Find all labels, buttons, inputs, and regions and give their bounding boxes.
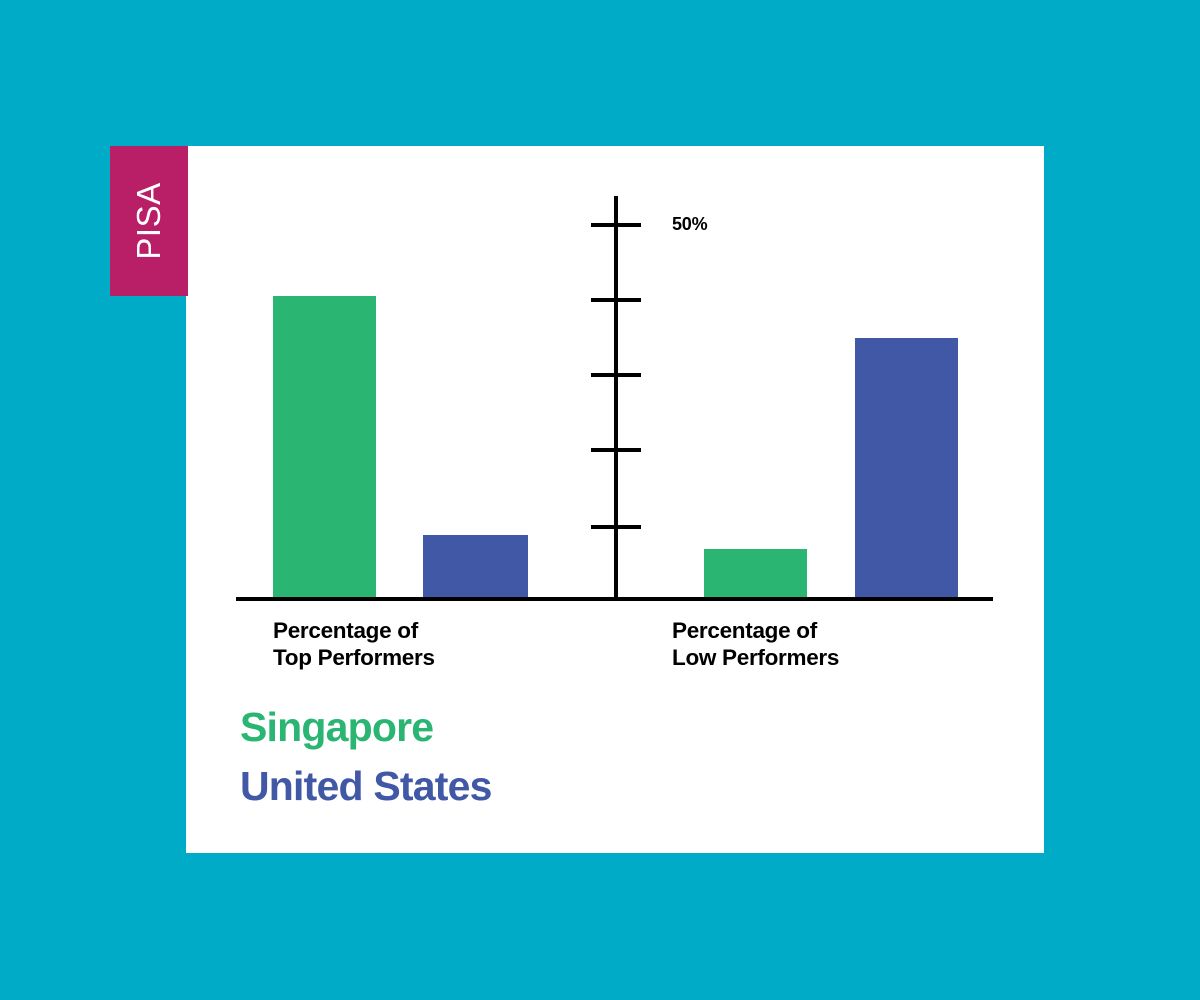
legend-entry-united-states: United States	[240, 763, 492, 810]
chart-legend: Singapore United States	[240, 698, 492, 817]
pisa-brand-tab: PISA	[110, 146, 188, 296]
pisa-brand-label: PISA	[130, 182, 167, 260]
legend-entry-singapore: Singapore	[240, 704, 434, 750]
